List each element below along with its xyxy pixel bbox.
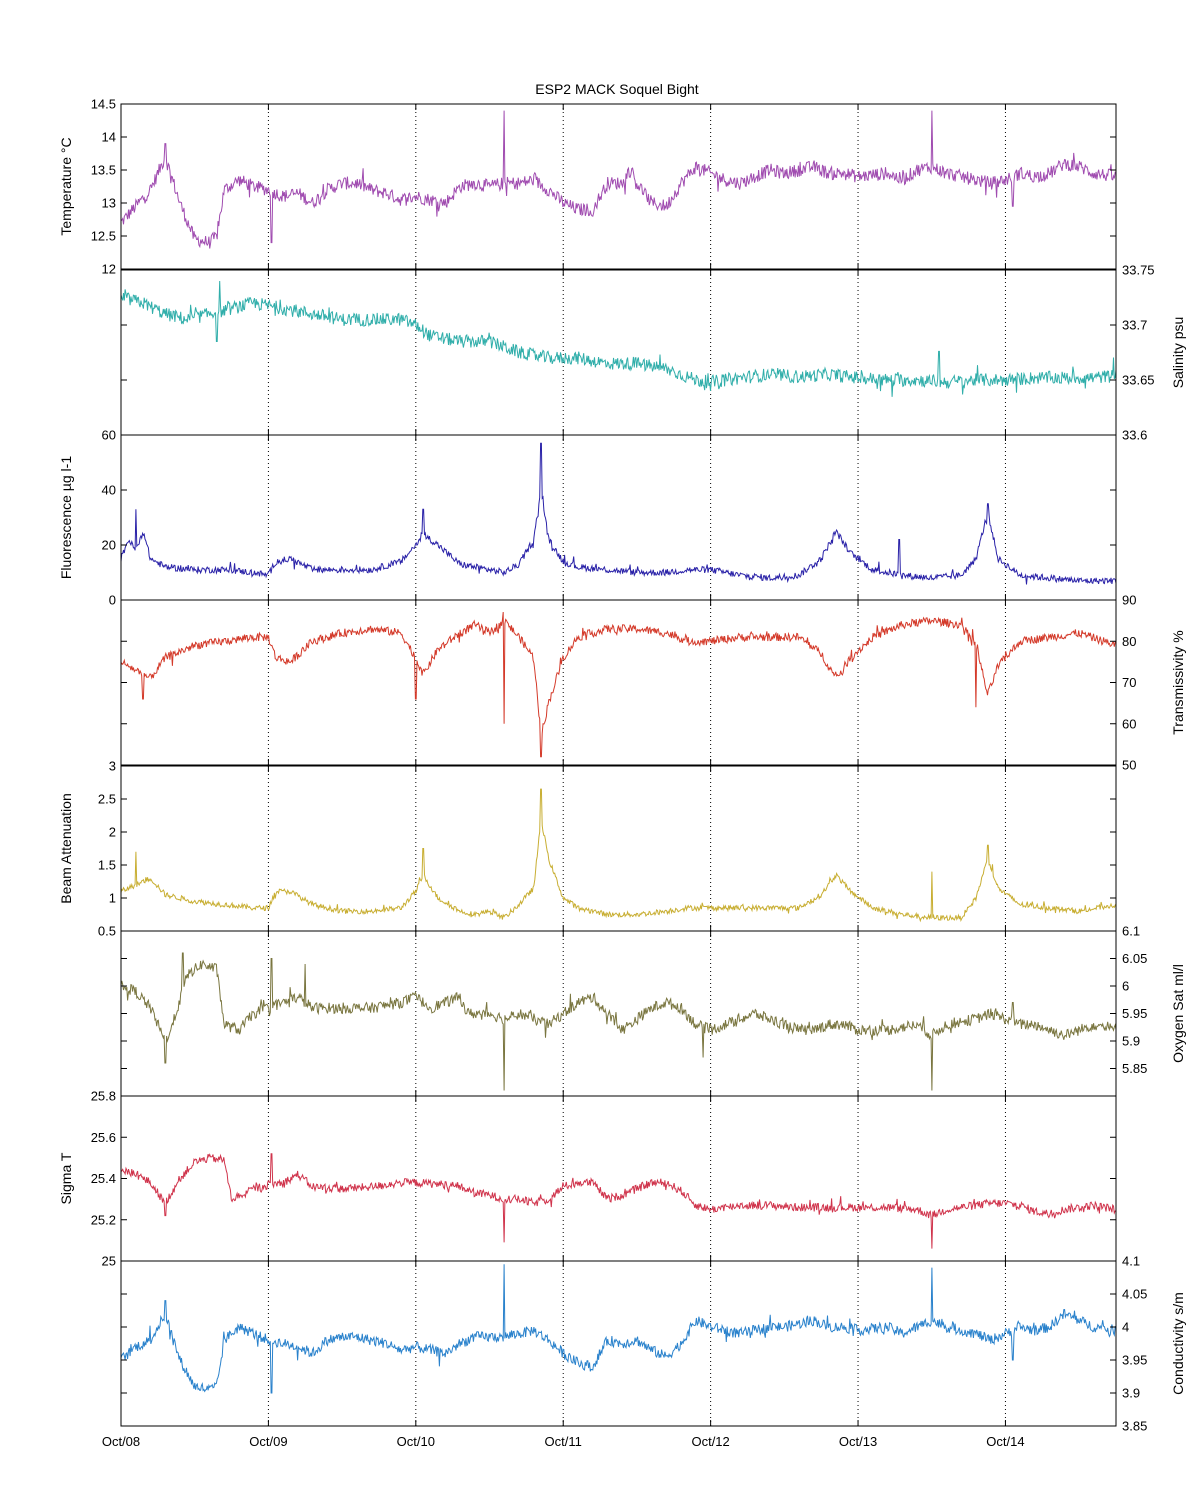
panel-sigma-t: 25 25.2 25.4 25.6 25.8 Sigma T bbox=[58, 1089, 1117, 1269]
panel-oxygen-sat: 5.85 5.9 5.95 6 6.05 6.1 Oxygen Sat ml/l bbox=[120, 924, 1186, 1097]
panel-conductivity: 3.85 3.9 3.95 4 4.05 4.1 Conductivity s/m bbox=[120, 1254, 1186, 1434]
y-tick-label: 12 bbox=[102, 262, 116, 277]
y-axis-label-beam-attenuation: Beam Attenuation bbox=[58, 793, 74, 904]
panel-frame bbox=[120, 1260, 1117, 1427]
y-tick-label: 5.95 bbox=[1122, 1006, 1147, 1021]
x-tick-label: Oct/13 bbox=[839, 1434, 877, 1449]
series-line-beam-attenuation bbox=[121, 788, 1116, 923]
y-tick-label: 60 bbox=[1122, 716, 1136, 731]
y-tick-label: 25.6 bbox=[91, 1130, 116, 1145]
y-axis-label-salinity: Salinity psu bbox=[1170, 317, 1186, 389]
y-tick-label: 40 bbox=[102, 483, 116, 498]
y-tick-label: 1 bbox=[109, 891, 116, 906]
y-tick-label: 6.05 bbox=[1122, 951, 1147, 966]
y-tick-label: 25.4 bbox=[91, 1171, 116, 1186]
series-line-transmissivity bbox=[121, 611, 1116, 758]
y-tick-label: 70 bbox=[1122, 675, 1136, 690]
y-tick-label: 60 bbox=[102, 428, 116, 443]
y-tick-label: 4.05 bbox=[1122, 1287, 1147, 1302]
panel-fluorescence: 0 20 40 60 Fluorescence µg l-1 bbox=[58, 428, 1117, 608]
y-tick-label: 2 bbox=[109, 825, 116, 840]
panel-frame bbox=[120, 103, 1117, 270]
y-tick-label: 20 bbox=[102, 538, 116, 553]
y-tick-label: 25 bbox=[102, 1254, 116, 1269]
x-tick-label: Oct/12 bbox=[691, 1434, 729, 1449]
y-tick-label: 13 bbox=[102, 196, 116, 211]
series-line-salinity bbox=[121, 280, 1116, 397]
y-tick-label: 25.2 bbox=[91, 1212, 116, 1227]
y-tick-label: 4.1 bbox=[1122, 1254, 1140, 1269]
y-tick-label: 6 bbox=[1122, 979, 1129, 994]
y-tick-label: 3.95 bbox=[1122, 1353, 1147, 1368]
panel-transmissivity: 50 60 70 80 90 Transmissivity % bbox=[120, 593, 1186, 773]
panel-temperature: 12 12.5 13 13.5 14 14.5 Temperature °C bbox=[58, 97, 1117, 277]
y-tick-label: 3.9 bbox=[1122, 1386, 1140, 1401]
y-tick-label: 1.5 bbox=[98, 858, 116, 873]
y-axis-label-fluorescence: Fluorescence µg l-1 bbox=[58, 456, 74, 579]
y-tick-label: 0.5 bbox=[98, 924, 116, 939]
x-tick-label: Oct/08 bbox=[102, 1434, 140, 1449]
y-tick-label: 13.5 bbox=[91, 163, 116, 178]
y-axis-label-sigma-t: Sigma T bbox=[58, 1152, 74, 1204]
chart-title: ESP2 MACK Soquel Bight bbox=[535, 81, 699, 97]
x-tick-label: Oct/09 bbox=[249, 1434, 287, 1449]
x-tick-label: Oct/11 bbox=[545, 1434, 582, 1449]
series-line-conductivity bbox=[121, 1264, 1116, 1394]
y-tick-label: 12.5 bbox=[91, 229, 116, 244]
y-tick-label: 3.85 bbox=[1122, 1419, 1147, 1434]
y-tick-label: 14 bbox=[102, 130, 116, 145]
y-axis-label-transmissivity: Transmissivity % bbox=[1170, 630, 1186, 735]
y-tick-label: 33.7 bbox=[1122, 318, 1147, 333]
y-tick-label: 90 bbox=[1122, 593, 1136, 608]
y-tick-label: 25.8 bbox=[91, 1089, 116, 1104]
y-tick-label: 33.65 bbox=[1122, 373, 1155, 388]
series-line-oxygen-sat bbox=[121, 952, 1116, 1091]
y-axis-label-temperature: Temperature °C bbox=[58, 137, 74, 235]
y-axis-label-oxygen-sat: Oxygen Sat ml/l bbox=[1170, 964, 1186, 1063]
y-tick-label: 80 bbox=[1122, 634, 1136, 649]
series-line-sigma-t bbox=[121, 1153, 1116, 1249]
x-tick-label: Oct/14 bbox=[986, 1434, 1024, 1449]
x-tick-label: Oct/10 bbox=[397, 1434, 435, 1449]
y-tick-label: 2.5 bbox=[98, 792, 116, 807]
y-tick-label: 4 bbox=[1122, 1320, 1129, 1335]
y-tick-label: 0 bbox=[109, 593, 116, 608]
y-tick-label: 33.6 bbox=[1122, 428, 1147, 443]
y-tick-label: 5.9 bbox=[1122, 1034, 1140, 1049]
y-tick-label: 50 bbox=[1122, 758, 1136, 773]
y-tick-label: 33.75 bbox=[1122, 263, 1155, 278]
y-tick-label: 5.85 bbox=[1122, 1061, 1147, 1076]
y-tick-label: 3 bbox=[109, 759, 116, 774]
y-tick-label: 6.1 bbox=[1122, 924, 1140, 939]
series-line-temperature bbox=[121, 110, 1116, 249]
y-axis-label-conductivity: Conductivity s/m bbox=[1170, 1292, 1186, 1395]
series-line-fluorescence bbox=[121, 442, 1116, 585]
y-tick-label: 14.5 bbox=[91, 97, 116, 112]
